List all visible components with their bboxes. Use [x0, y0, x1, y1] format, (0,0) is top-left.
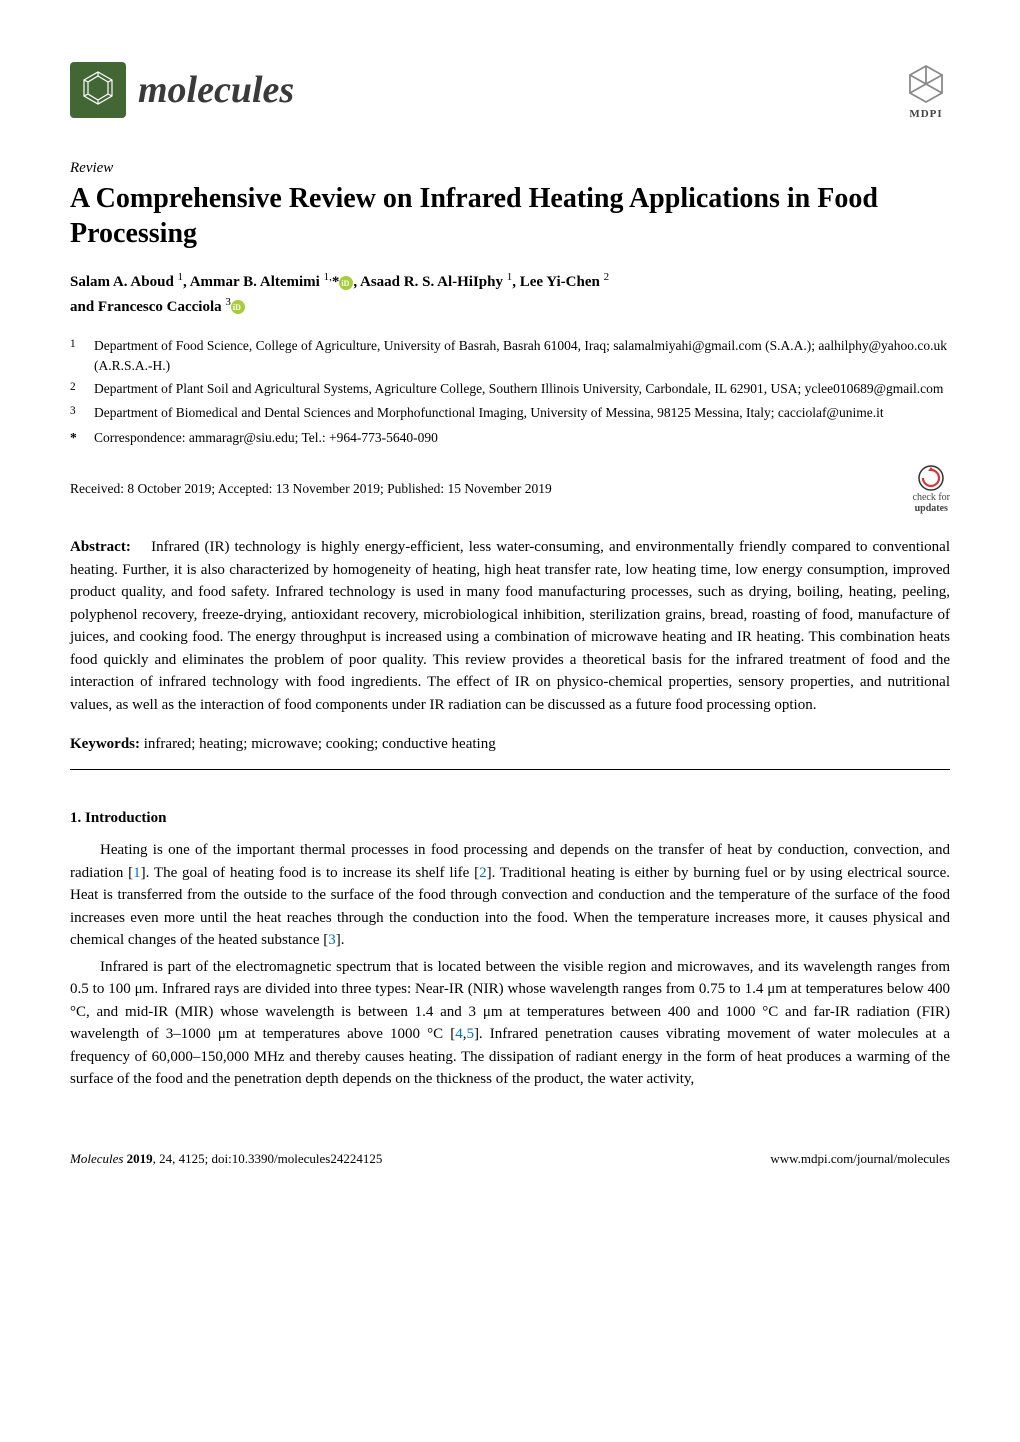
molecules-icon: [70, 62, 126, 118]
body-text: ].: [336, 932, 345, 948]
citation-link[interactable]: 4: [455, 1026, 463, 1042]
corresponding-marker: *: [70, 430, 77, 445]
author-list: Salam A. Aboud 1, Ammar B. Altemimi 1,*,…: [70, 269, 950, 318]
author-name: and Francesco Cacciola: [70, 299, 225, 315]
check-updates-badge[interactable]: check for updates: [913, 464, 950, 514]
affiliation-row: 3 Department of Biomedical and Dental Sc…: [70, 403, 950, 426]
footer-year: 2019: [127, 1151, 153, 1166]
footer-citation: Molecules 2019, 24, 4125; doi:10.3390/mo…: [70, 1151, 382, 1167]
affil-number: 2: [70, 381, 76, 393]
author-sep: , Lee Yi-Chen: [512, 274, 603, 290]
affiliations: 1 Department of Food Science, College of…: [70, 336, 950, 448]
affil-number: 3: [70, 405, 76, 417]
mdpi-label: MDPI: [909, 108, 942, 120]
citation-link[interactable]: 1: [133, 865, 141, 881]
abstract-text: Infrared (IR) technology is highly energ…: [70, 539, 950, 713]
footer-journal: Molecules: [70, 1151, 127, 1166]
section-heading: 1. Introduction: [70, 810, 950, 827]
keywords-label: Keywords:: [70, 736, 140, 752]
affil-text: Department of Plant Soil and Agricultura…: [94, 379, 950, 402]
journal-logo: molecules: [70, 62, 294, 118]
journal-name: molecules: [138, 68, 294, 112]
citation-link[interactable]: 3: [328, 932, 336, 948]
check-updates-label: check for: [913, 492, 950, 503]
affiliation-row: 1 Department of Food Science, College of…: [70, 336, 950, 377]
corresponding-text: Correspondence: ammaragr@siu.edu; Tel.: …: [94, 428, 950, 448]
page-footer: Molecules 2019, 24, 4125; doi:10.3390/mo…: [70, 1151, 950, 1167]
article-type: Review: [70, 160, 950, 177]
orcid-icon[interactable]: [231, 300, 245, 314]
publication-dates: Received: 8 October 2019; Accepted: 13 N…: [70, 481, 552, 497]
orcid-icon[interactable]: [339, 276, 353, 290]
keywords-text: infrared; heating; microwave; cooking; c…: [144, 736, 496, 752]
separator-rule: [70, 769, 950, 770]
author-sep: , Asaad R. S. Al-HiIphy: [353, 274, 506, 290]
corresponding-star: *: [332, 274, 340, 290]
affil-text: Department of Biomedical and Dental Scie…: [94, 403, 950, 426]
author-affil-sup: 2: [604, 271, 610, 283]
abstract-label: Abstract:: [70, 539, 131, 555]
check-updates-label: updates: [915, 503, 948, 514]
affiliation-row: 2 Department of Plant Soil and Agricultu…: [70, 379, 950, 402]
affil-text: Department of Food Science, College of A…: [94, 336, 950, 377]
affiliation-row: * Correspondence: ammaragr@siu.edu; Tel.…: [70, 428, 950, 448]
author-affil-sup: 1,: [324, 271, 332, 283]
citation-link[interactable]: 2: [479, 865, 487, 881]
affil-number: 1: [70, 338, 76, 350]
keywords: Keywords: infrared; heating; microwave; …: [70, 736, 950, 753]
body-paragraph: Heating is one of the important thermal …: [70, 839, 950, 952]
article-title: A Comprehensive Review on Infrared Heati…: [70, 181, 950, 251]
abstract: Abstract: Infrared (IR) technology is hi…: [70, 536, 950, 716]
mdpi-logo[interactable]: MDPI: [902, 60, 950, 120]
footer-url[interactable]: www.mdpi.com/journal/molecules: [770, 1151, 950, 1167]
page-header: molecules MDPI: [70, 60, 950, 120]
body-paragraph: Infrared is part of the electromagnetic …: [70, 956, 950, 1091]
citation-link[interactable]: 5: [466, 1026, 474, 1042]
author-name: Salam A. Aboud: [70, 274, 178, 290]
body-text: ]. The goal of heating food is to increa…: [141, 865, 480, 881]
author-sep: , Ammar B. Altemimi: [183, 274, 324, 290]
dates-row: Received: 8 October 2019; Accepted: 13 N…: [70, 464, 950, 514]
footer-doi: , 24, 4125; doi:10.3390/molecules2422412…: [153, 1151, 383, 1166]
